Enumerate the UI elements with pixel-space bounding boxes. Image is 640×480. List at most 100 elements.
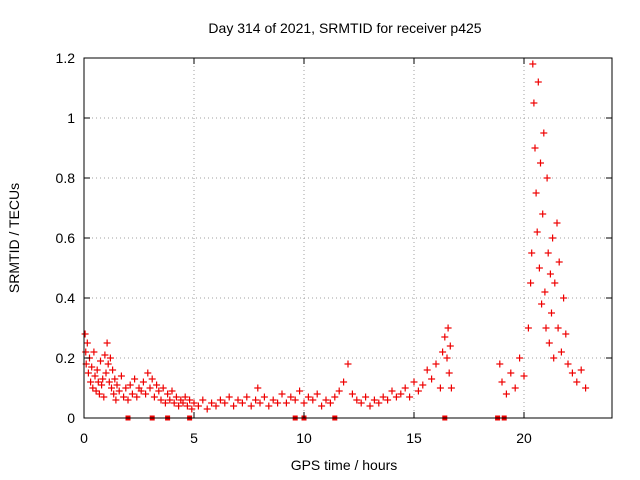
data-point xyxy=(554,324,562,332)
chart-title: Day 314 of 2021, SRMTID for receiver p42… xyxy=(208,20,481,36)
data-point xyxy=(577,366,585,374)
data-point xyxy=(126,381,134,389)
y-tick-label: 1 xyxy=(67,110,75,126)
data-point xyxy=(98,381,106,389)
data-point xyxy=(496,360,504,368)
data-point xyxy=(445,369,453,377)
y-tick-label: 0.2 xyxy=(56,350,76,366)
data-point xyxy=(530,99,538,107)
data-point xyxy=(104,360,112,368)
data-point xyxy=(269,396,277,404)
data-point xyxy=(199,396,207,404)
data-point xyxy=(146,384,154,392)
data-point xyxy=(216,396,224,404)
data-point xyxy=(573,378,581,386)
data-point xyxy=(111,375,119,383)
data-point xyxy=(419,381,427,389)
data-point xyxy=(544,249,552,257)
data-point xyxy=(353,396,361,404)
data-points xyxy=(81,60,590,421)
data-point xyxy=(122,384,130,392)
data-point xyxy=(175,402,183,410)
data-point xyxy=(539,210,547,218)
data-point xyxy=(252,396,260,404)
data-point xyxy=(542,324,550,332)
data-point xyxy=(164,390,172,398)
data-point xyxy=(81,330,89,338)
y-tick-label: 1.2 xyxy=(56,50,76,66)
data-point xyxy=(190,399,198,407)
data-point xyxy=(582,384,590,392)
data-point xyxy=(540,129,548,137)
data-point xyxy=(159,384,167,392)
data-point xyxy=(120,393,128,401)
y-tick-label: 0.4 xyxy=(56,290,76,306)
grid-lines xyxy=(84,58,612,418)
x-tick-label: 10 xyxy=(296,430,312,446)
data-point xyxy=(516,354,524,362)
data-point xyxy=(436,384,444,392)
data-point xyxy=(124,396,132,404)
data-point xyxy=(432,360,440,368)
data-point xyxy=(108,384,115,392)
data-point xyxy=(208,399,216,407)
data-point xyxy=(534,78,542,86)
data-point xyxy=(282,399,290,407)
y-axis-label: SRMTID / TECUs xyxy=(6,183,22,293)
data-point xyxy=(441,333,449,341)
data-point xyxy=(322,396,330,404)
data-point xyxy=(296,387,304,395)
data-point xyxy=(568,369,576,377)
data-point xyxy=(186,396,194,404)
data-point xyxy=(168,387,176,395)
data-point xyxy=(446,342,454,350)
data-point xyxy=(133,393,141,401)
data-point xyxy=(550,354,558,362)
data-point xyxy=(87,378,95,386)
data-point xyxy=(265,402,273,410)
data-point xyxy=(137,387,145,395)
data-point xyxy=(110,390,118,398)
data-point xyxy=(348,390,356,398)
data-point xyxy=(260,393,268,401)
data-point xyxy=(150,393,158,401)
x-axis-label: GPS time / hours xyxy=(291,457,398,473)
data-point xyxy=(254,384,262,392)
data-point xyxy=(82,348,90,356)
data-point xyxy=(538,300,546,308)
y-tick-label: 0.6 xyxy=(56,230,76,246)
data-point xyxy=(392,393,400,401)
data-point xyxy=(528,249,536,257)
data-point xyxy=(447,384,455,392)
data-point xyxy=(564,360,572,368)
data-point xyxy=(112,396,120,404)
data-point xyxy=(113,381,121,389)
data-point xyxy=(131,375,139,383)
data-point xyxy=(161,399,169,407)
data-point xyxy=(439,348,447,356)
data-point xyxy=(243,393,251,401)
data-point xyxy=(234,396,242,404)
data-point xyxy=(179,399,187,407)
x-tick-label: 5 xyxy=(190,430,198,446)
data-point xyxy=(362,393,370,401)
data-point xyxy=(94,378,102,386)
data-point xyxy=(157,396,165,404)
data-point xyxy=(357,399,365,407)
data-point xyxy=(256,399,264,407)
y-tick-label: 0 xyxy=(67,410,75,426)
data-point xyxy=(304,393,312,401)
data-point xyxy=(84,369,92,377)
data-point xyxy=(331,393,339,401)
data-point xyxy=(166,396,174,404)
data-point xyxy=(148,375,156,383)
x-tick-label: 0 xyxy=(80,430,88,446)
data-point xyxy=(92,387,100,395)
data-point xyxy=(532,189,540,197)
data-point xyxy=(212,402,220,410)
data-point xyxy=(537,159,544,167)
data-point xyxy=(309,396,317,404)
data-point xyxy=(194,402,202,410)
y-tick-label: 0.8 xyxy=(56,170,76,186)
